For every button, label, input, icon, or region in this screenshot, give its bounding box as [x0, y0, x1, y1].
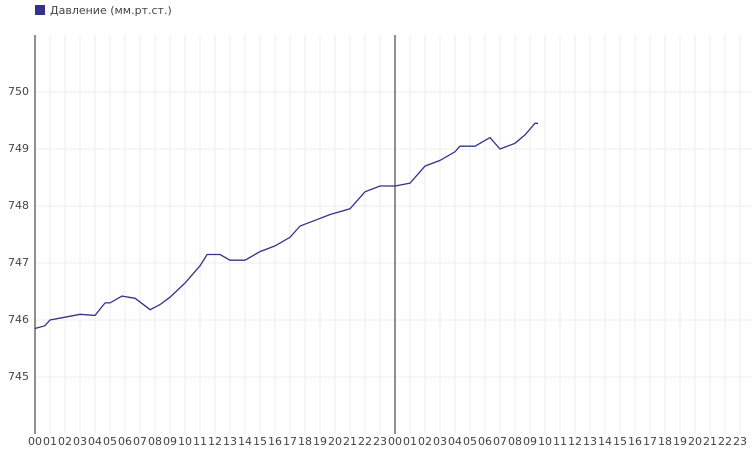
- x-tick-label: 00: [28, 435, 42, 448]
- x-tick-label: 06: [478, 435, 492, 448]
- x-tick-label: 03: [73, 435, 87, 448]
- x-tick-label: 16: [268, 435, 282, 448]
- x-tick-label: 00: [388, 435, 402, 448]
- y-tick-label: 749: [8, 142, 29, 155]
- x-tick-label: 06: [118, 435, 132, 448]
- x-tick-label: 10: [178, 435, 192, 448]
- x-tick-label: 07: [493, 435, 507, 448]
- x-tick-label: 04: [88, 435, 102, 448]
- x-tick-label: 19: [313, 435, 327, 448]
- x-tick-label: 04: [448, 435, 462, 448]
- legend-label: Давление (мм.рт.ст.): [50, 4, 172, 17]
- x-tick-label: 03: [433, 435, 447, 448]
- x-tick-label: 19: [673, 435, 687, 448]
- x-tick-label: 05: [103, 435, 117, 448]
- y-tick-label: 750: [8, 85, 29, 98]
- x-tick-label: 23: [733, 435, 747, 448]
- legend-swatch: [35, 5, 45, 15]
- x-tick-label: 01: [403, 435, 417, 448]
- x-tick-label: 20: [688, 435, 702, 448]
- x-tick-label: 15: [613, 435, 627, 448]
- x-tick-label: 09: [163, 435, 177, 448]
- x-tick-label: 14: [238, 435, 252, 448]
- x-tick-label: 21: [703, 435, 717, 448]
- x-tick-label: 01: [43, 435, 57, 448]
- x-tick-label: 18: [298, 435, 312, 448]
- x-tick-label: 07: [133, 435, 147, 448]
- y-tick-label: 746: [8, 313, 29, 326]
- x-tick-label: 02: [58, 435, 72, 448]
- x-tick-label: 16: [628, 435, 642, 448]
- x-tick-label: 12: [208, 435, 222, 448]
- x-tick-label: 08: [148, 435, 162, 448]
- x-tick-label: 14: [598, 435, 612, 448]
- x-tick-label: 17: [643, 435, 657, 448]
- x-tick-label: 17: [283, 435, 297, 448]
- line: [34, 122, 538, 330]
- x-tick-label: 13: [223, 435, 237, 448]
- x-tick-label: 22: [358, 435, 372, 448]
- x-tick-label: 15: [253, 435, 267, 448]
- x-tick-label: 13: [583, 435, 597, 448]
- x-tick-label: 23: [373, 435, 387, 448]
- x-tick-label: 18: [658, 435, 672, 448]
- y-tick-label: 745: [8, 370, 29, 383]
- x-tick-label: 20: [328, 435, 342, 448]
- y-tick-label: 748: [8, 199, 29, 212]
- x-tick-label: 12: [568, 435, 582, 448]
- x-tick-label: 22: [718, 435, 732, 448]
- x-tick-label: 11: [553, 435, 567, 448]
- x-tick-label: 05: [463, 435, 477, 448]
- x-tick-label: 11: [193, 435, 207, 448]
- x-tick-label: 08: [508, 435, 522, 448]
- x-tick-label: 02: [418, 435, 432, 448]
- y-tick-label: 747: [8, 256, 29, 269]
- x-tick-label: 09: [523, 435, 537, 448]
- x-tick-label: 10: [538, 435, 552, 448]
- x-tick-label: 21: [343, 435, 357, 448]
